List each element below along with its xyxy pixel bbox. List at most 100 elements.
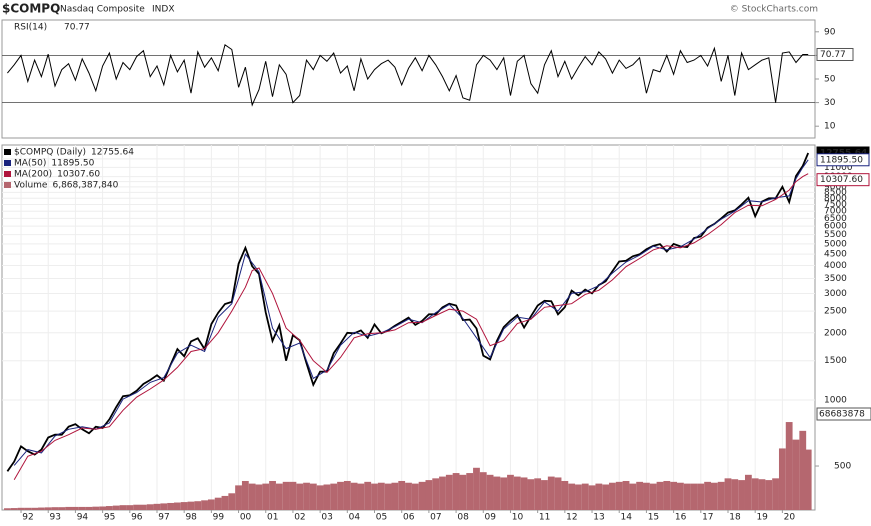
legend-swatch: [4, 182, 11, 188]
volume-bar: [78, 506, 86, 510]
volume-bar: [255, 484, 263, 510]
volume-bar: [439, 476, 446, 510]
volume-bar: [160, 503, 168, 510]
volume-bar: [643, 482, 650, 510]
x-tick-label: 93: [49, 513, 60, 523]
y-tick-label: 6000: [824, 222, 847, 232]
x-tick-label: 04: [349, 513, 361, 523]
volume-bar: [282, 481, 290, 510]
volume-bar: [772, 478, 779, 510]
volume-bar: [106, 506, 113, 510]
volume-bar: [126, 505, 134, 510]
volume-bar: [459, 474, 467, 510]
volume-bar: [153, 503, 161, 510]
volume-bar: [228, 493, 236, 510]
y-tick-label: 1500: [824, 356, 847, 366]
volume-bar: [337, 481, 344, 510]
volume-bar: [262, 483, 270, 510]
x-tick-label: 18: [729, 513, 741, 523]
volume-bar: [24, 507, 32, 510]
volume-bar: [799, 430, 807, 510]
x-tick-label: 16: [675, 513, 687, 523]
volume-bar: [119, 505, 127, 510]
x-tick-label: 13: [593, 513, 604, 523]
rsi-tick-label: 90: [824, 27, 836, 37]
x-tick-label: 15: [648, 513, 659, 523]
exchange: INDX: [152, 5, 174, 15]
volume-bar: [275, 483, 283, 510]
volume-bar: [173, 502, 181, 510]
volume-bar: [330, 483, 338, 510]
legend-value: 10307.60: [57, 170, 100, 180]
legend-name: MA(200): [14, 170, 52, 180]
y-tick-label: 5000: [824, 239, 847, 249]
legend-name: MA(50): [14, 159, 46, 169]
ma-line: [13, 159, 809, 466]
volume-bar: [479, 472, 487, 510]
volume-bar: [758, 479, 766, 510]
volume-bar: [405, 482, 412, 510]
volume-bar: [785, 422, 793, 510]
volume-bar: [384, 483, 392, 510]
ma-line: [13, 173, 809, 480]
volume-bar: [656, 481, 664, 510]
price-panel: [1, 144, 816, 511]
volume-bar: [398, 480, 406, 510]
volume-bar: [588, 485, 596, 510]
rsi-tick-label: 50: [824, 75, 836, 85]
x-tick-label: 97: [158, 513, 169, 523]
x-tick-label: 19: [756, 513, 768, 523]
volume-bar: [241, 480, 249, 510]
rsi-legend-value: 70.77: [64, 23, 90, 33]
volume-bar: [744, 474, 752, 510]
x-tick-label: 98: [185, 513, 197, 523]
rsi-panel: [1, 19, 816, 139]
y-tick-label: 5500: [824, 230, 847, 240]
volume-bar: [677, 482, 684, 510]
price-tag-label: 11895.50: [820, 155, 863, 165]
volume-bar: [418, 481, 426, 510]
volume-bar: [364, 481, 372, 510]
y-tick-label: 3000: [824, 289, 847, 299]
volume-bar: [425, 480, 433, 510]
x-tick-label: 94: [77, 513, 89, 523]
volume-bar: [663, 480, 671, 510]
volume-bar: [710, 482, 718, 510]
volume-bar: [44, 507, 52, 510]
rsi-tick-label: 30: [824, 98, 836, 108]
volume-bar: [595, 483, 603, 510]
volume-bar: [717, 481, 725, 510]
price-tag: [816, 173, 870, 187]
y-tick-label: 2500: [824, 307, 847, 317]
x-tick-label: 99: [213, 513, 225, 523]
volume-bar: [500, 477, 508, 510]
volume-bar: [670, 481, 678, 510]
volume-bar: [85, 506, 93, 510]
volume-bar: [738, 480, 745, 510]
volume-bar: [269, 480, 276, 510]
volume-bar: [4, 508, 11, 510]
volume-bar: [581, 483, 589, 510]
x-tick-label: 92: [22, 513, 33, 523]
volume-bar: [303, 482, 310, 510]
volume-bar: [343, 480, 351, 510]
legend-value: 6,868,387,840: [52, 181, 118, 191]
volume-bar: [391, 482, 399, 510]
volume-bar: [554, 477, 562, 510]
volume-bar: [520, 477, 528, 510]
volume-bar: [452, 473, 460, 510]
volume-bar: [194, 501, 202, 510]
volume-tag-label: 68683878: [819, 410, 865, 420]
volume-bar: [804, 449, 812, 510]
y-tick-label: 8500: [824, 188, 847, 198]
volume-bar: [411, 483, 419, 510]
x-tick-label: 10: [512, 513, 524, 523]
x-tick-label: 95: [104, 513, 115, 523]
rsi-tag-label: 70.77: [820, 50, 846, 60]
y-tick-label: 6500: [824, 214, 847, 224]
volume-bar: [357, 483, 365, 510]
volume-bar: [201, 500, 208, 510]
x-tick-label: 12: [566, 513, 577, 523]
y-tick-label: 1000: [824, 396, 847, 406]
